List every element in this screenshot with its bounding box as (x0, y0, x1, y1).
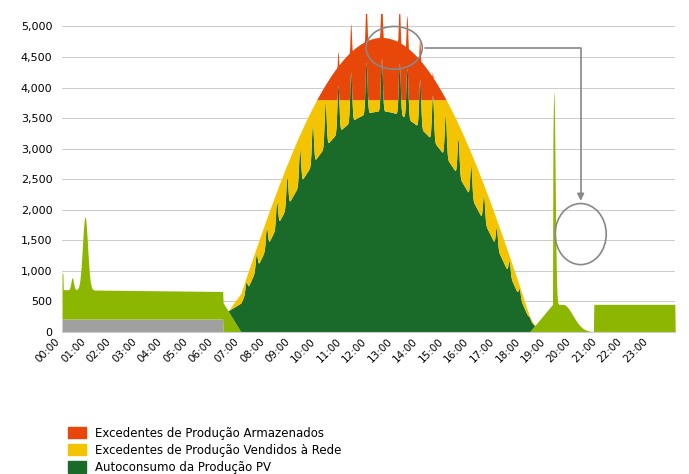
Legend: Excedentes de Produção Armazenados, Excedentes de Produção Vendidos à Rede, Auto: Excedentes de Produção Armazenados, Exce… (68, 427, 342, 474)
